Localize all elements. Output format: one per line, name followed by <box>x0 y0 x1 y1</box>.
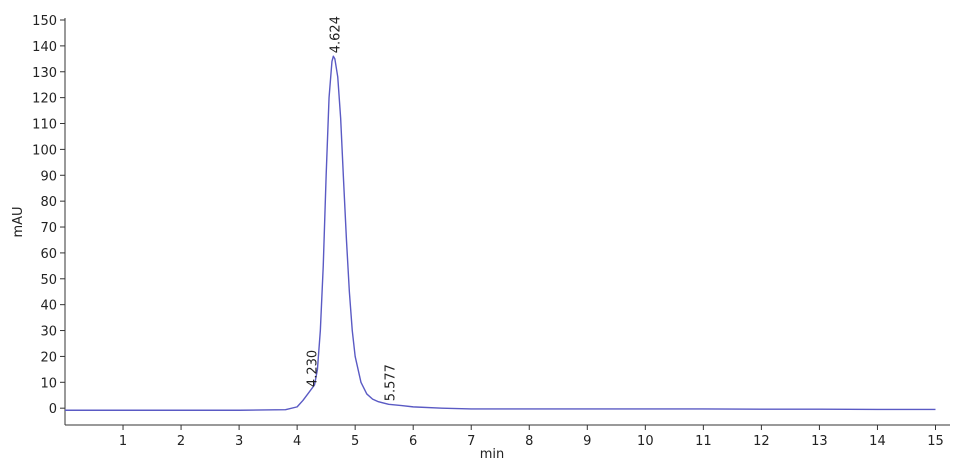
x-tick-label: 7 <box>467 434 475 449</box>
x-tick-label: 10 <box>637 434 654 449</box>
y-tick-label: 70 <box>40 221 57 236</box>
y-tick-label: 80 <box>40 195 57 210</box>
y-tick-label: 50 <box>40 273 57 288</box>
x-tick-label: 15 <box>927 434 944 449</box>
x-tick-label: 9 <box>583 434 591 449</box>
y-tick-label: 120 <box>32 92 57 107</box>
chromatogram-line <box>65 55 936 411</box>
y-tick-label: 110 <box>32 118 57 133</box>
y-tick-label: 100 <box>32 143 57 158</box>
x-axis-label: min <box>480 447 505 462</box>
x-tick-label: 3 <box>235 434 243 449</box>
x-tick-label: 6 <box>409 434 417 449</box>
peak-label: 4.624 <box>328 16 343 53</box>
y-tick-label: 30 <box>40 325 57 340</box>
x-tick-label: 14 <box>869 434 886 449</box>
x-tick-label: 2 <box>177 434 185 449</box>
x-tick-label: 8 <box>525 434 533 449</box>
x-tick-label: 13 <box>811 434 828 449</box>
y-axis-label: mAU <box>11 206 26 237</box>
y-tick-label: 0 <box>49 402 57 417</box>
x-tick-label: 4 <box>293 434 301 449</box>
y-tick-label: 150 <box>32 14 57 29</box>
y-tick-label: 20 <box>40 350 57 365</box>
x-tick-label: 5 <box>351 434 359 449</box>
peak-label: 4.230 <box>305 350 320 387</box>
y-tick-label: 40 <box>40 299 57 314</box>
y-tick-label: 10 <box>40 376 57 391</box>
x-tick-label: 11 <box>695 434 712 449</box>
peak-label: 5.577 <box>384 364 399 401</box>
x-tick-label: 12 <box>753 434 770 449</box>
y-tick-label: 130 <box>32 66 57 81</box>
x-tick-label: 1 <box>119 434 127 449</box>
y-tick-label: 140 <box>32 40 57 55</box>
y-tick-label: 90 <box>40 169 57 184</box>
y-tick-label: 60 <box>40 247 57 262</box>
